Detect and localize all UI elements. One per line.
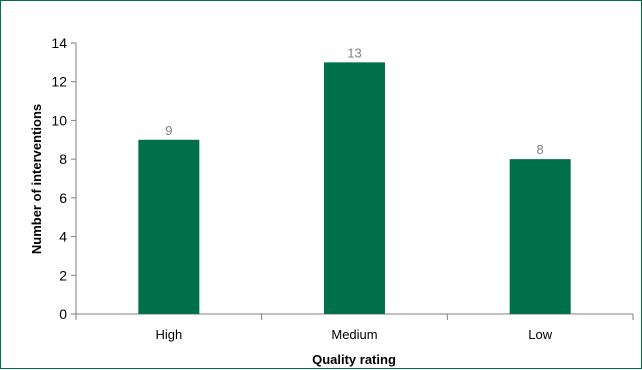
y-tick-label: 8 (59, 151, 67, 167)
bar-low (509, 159, 571, 314)
x-axis-title: Quality rating (312, 352, 396, 367)
data-label: 8 (537, 142, 544, 157)
y-axis: 0 2 4 6 8 10 12 14 (51, 35, 77, 322)
bar-medium (324, 62, 385, 314)
y-tick-label: 4 (59, 229, 67, 245)
y-tick-label: 12 (51, 74, 67, 90)
bars (138, 62, 571, 314)
y-tick-label: 10 (51, 112, 67, 128)
x-tick-label: Low (528, 327, 552, 342)
data-label: 9 (165, 123, 172, 138)
x-axis: High Medium Low (75, 313, 634, 342)
x-tick-label: High (155, 327, 182, 342)
data-label: 13 (347, 45, 361, 60)
y-tick-label: 14 (51, 35, 67, 51)
data-labels: 9 13 8 (165, 45, 544, 157)
y-tick-label: 2 (59, 267, 67, 283)
y-tick-label: 0 (59, 306, 67, 322)
y-axis-title: Number of interventions (29, 104, 44, 254)
x-tick-label: Medium (331, 327, 377, 342)
bar-high (138, 139, 200, 314)
y-tick-label: 6 (59, 190, 67, 206)
